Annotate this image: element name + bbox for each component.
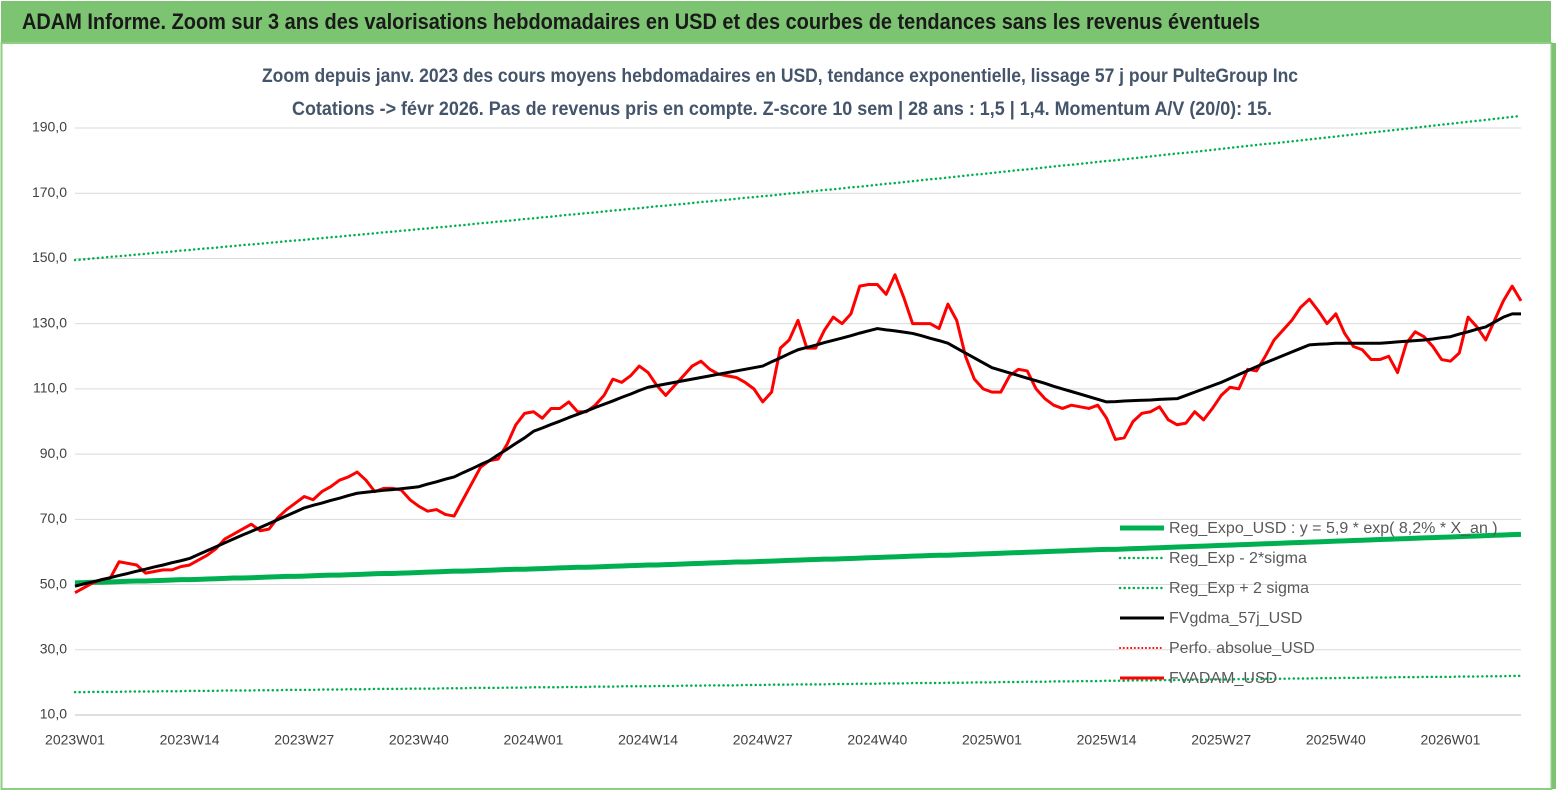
x-tick-label: 2026W01: [1420, 732, 1480, 748]
chart-frame: [0, 42, 1553, 790]
series-line: [73, 674, 1523, 694]
legend-label: Reg_Expo_USD : y = 5,9 * exp( 8,2% * X_a…: [1169, 520, 1498, 537]
y-tick-label: 170,0: [32, 184, 67, 200]
x-tick-label: 2023W14: [160, 732, 220, 748]
header-bar: [1, 1, 1551, 43]
x-tick-label: 2024W14: [618, 732, 678, 748]
legend-label: FVADAM_USD: [1169, 670, 1277, 687]
y-tick-label: 90,0: [40, 445, 67, 461]
y-tick-label: 70,0: [40, 510, 67, 526]
legend-label: Reg_Exp - 2*sigma: [1169, 550, 1307, 567]
x-tick-label: 2025W40: [1306, 732, 1366, 748]
series-line: [74, 312, 1521, 588]
y-tick-label: 50,0: [40, 575, 67, 591]
y-tick-label: 10,0: [40, 706, 67, 722]
series-line: [74, 273, 1523, 595]
x-tick-label: 2025W14: [1077, 732, 1137, 748]
y-tick-label: 150,0: [32, 249, 67, 265]
legend-label: Perfo. absolue_USD: [1169, 640, 1315, 657]
x-tick-label: 2023W27: [274, 732, 334, 748]
series-line: [74, 531, 1522, 586]
x-tick-label: 2025W27: [1191, 732, 1251, 748]
x-tick-label: 2024W40: [847, 732, 907, 748]
x-tick-label: 2023W40: [389, 732, 449, 748]
chart-subtitle: Cotations -> févr 2026. Pas de revenus p…: [292, 99, 1272, 120]
x-tick-label: 2023W01: [45, 732, 105, 748]
chart-title: Zoom depuis janv. 2023 des cours moyens …: [262, 66, 1298, 87]
x-tick-label: 2025W01: [962, 732, 1022, 748]
x-tick-label: 2024W27: [733, 732, 793, 748]
y-tick-label: 110,0: [33, 380, 67, 396]
x-tick-label: 2024W01: [504, 732, 564, 748]
y-tick-label: 130,0: [32, 314, 67, 330]
frame-edge: [1552, 43, 1556, 789]
legend-label: Reg_Exp + 2 sigma: [1169, 580, 1309, 597]
header-title: ADAM Informe. Zoom sur 3 ans des valoris…: [22, 9, 1260, 34]
legend-label: FVgdma_57j_USD: [1169, 610, 1302, 627]
y-tick-label: 190,0: [32, 119, 67, 135]
y-tick-label: 30,0: [40, 640, 67, 656]
series-line: [73, 114, 1523, 262]
